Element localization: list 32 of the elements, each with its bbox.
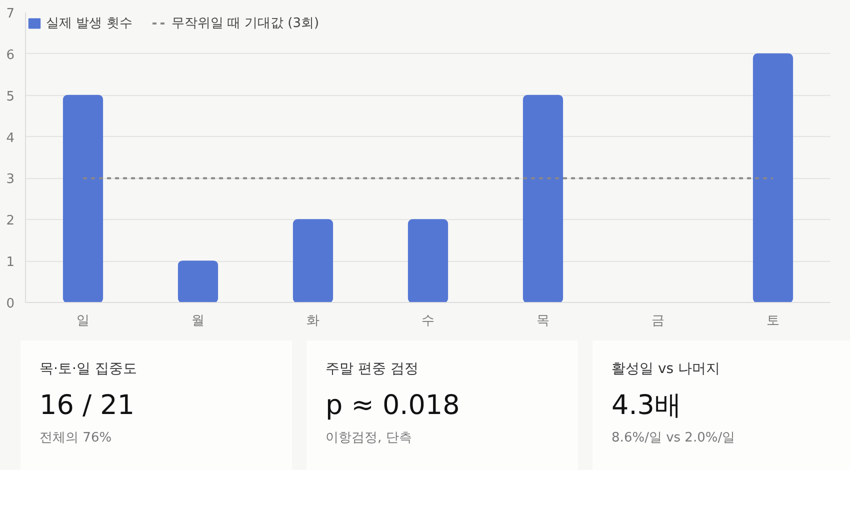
text: 4.3배 xyxy=(612,390,682,421)
bar xyxy=(408,219,448,302)
x-tick-label: 화 xyxy=(306,314,320,328)
y-tick-label: 7 xyxy=(6,6,15,22)
text: 이항검정, 단측 xyxy=(326,430,412,446)
y-tick-label: 3 xyxy=(6,172,15,188)
bar xyxy=(292,219,334,302)
text: p ≈ 0.018 xyxy=(326,390,460,421)
bar xyxy=(178,260,218,302)
x-tick-label: 수 xyxy=(422,314,434,328)
x-tick-label: 금 xyxy=(652,314,664,328)
bar xyxy=(522,94,564,302)
x-tick-label: 일 xyxy=(76,314,90,328)
y-tick-label: 0 xyxy=(6,296,15,312)
legend-label: 실제 발생 횟수 xyxy=(46,15,132,32)
y-tick-label: 1 xyxy=(6,255,15,270)
text: 전체의 76% xyxy=(40,430,112,446)
text: 8.6%/일 vs 2.0%/일 xyxy=(612,430,736,446)
text: 주말 편중 검정 xyxy=(326,361,418,378)
bar xyxy=(62,94,104,302)
bar xyxy=(752,53,794,302)
y-tick-label: 2 xyxy=(6,214,15,229)
text: 목·토·일 집중도 xyxy=(40,361,137,378)
text: 16 / 21 xyxy=(40,390,135,421)
text: 활성일 vs 나머지 xyxy=(612,361,720,378)
x-tick-label: 목 xyxy=(536,314,550,328)
y-tick-label: 6 xyxy=(6,48,15,63)
y-tick-label: 5 xyxy=(6,89,15,104)
x-tick-label: 월 xyxy=(192,314,204,328)
x-tick-label: 토 xyxy=(766,314,780,328)
y-tick-label: 4 xyxy=(6,130,15,146)
legend-label: 무작위일 때 기대값 (3회) xyxy=(171,15,320,32)
